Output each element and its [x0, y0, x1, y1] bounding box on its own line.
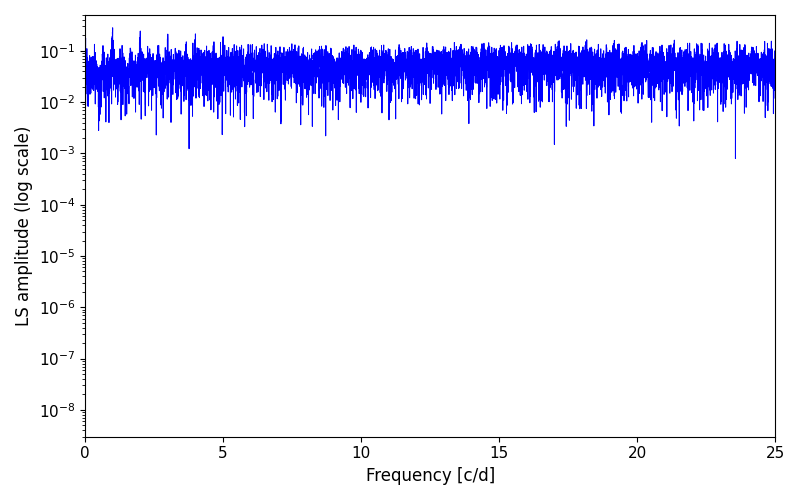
X-axis label: Frequency [c/d]: Frequency [c/d]: [366, 467, 494, 485]
Y-axis label: LS amplitude (log scale): LS amplitude (log scale): [15, 126, 33, 326]
